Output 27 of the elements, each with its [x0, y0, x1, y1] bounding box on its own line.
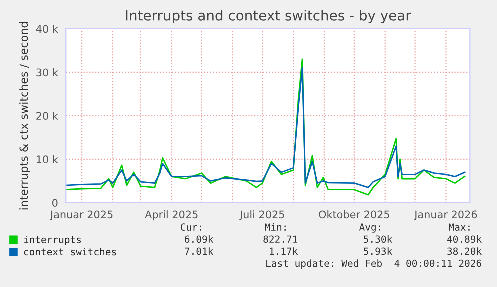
x-tick-label: Juli 2025 [239, 210, 284, 221]
text: 5.30k [364, 236, 392, 244]
text: 1.17k [270, 248, 298, 255]
text: Avg: [359, 224, 380, 233]
y-axis-title: interrupts & ctx switches / second [20, 22, 30, 210]
x-tick-label: Oktober 2025 [319, 210, 390, 219]
text: 40.89k [447, 236, 482, 244]
x-tick-label: April 2025 [145, 210, 198, 221]
text: 5.93k [364, 248, 392, 256]
text: 6.09k [185, 236, 214, 244]
text: 38.20k [448, 248, 482, 256]
y-tick-label: 0 [52, 199, 58, 208]
x-tick-label: Januar 2025 [50, 210, 113, 221]
y-tick-label: 30 k [36, 68, 58, 77]
text: Max: [449, 224, 470, 232]
y-tick-label: 10 k [37, 155, 58, 164]
chart-title: Interrupts and context switches - by year [126, 10, 412, 24]
text: 822.71 [264, 236, 298, 244]
text: Last update: Wed Feb 4 00:00:11 2026 [266, 260, 482, 270]
text: 7.01k [185, 248, 214, 256]
y-tick-label: 20 k [36, 112, 58, 120]
text: Min: [265, 223, 286, 231]
legend-label: interrupts [24, 236, 82, 246]
y-tick-label: 40 k [36, 25, 58, 34]
legend-label: context switches [24, 248, 116, 256]
text: Cur: [181, 224, 202, 232]
x-tick-label: Januar 2026 [414, 210, 478, 221]
